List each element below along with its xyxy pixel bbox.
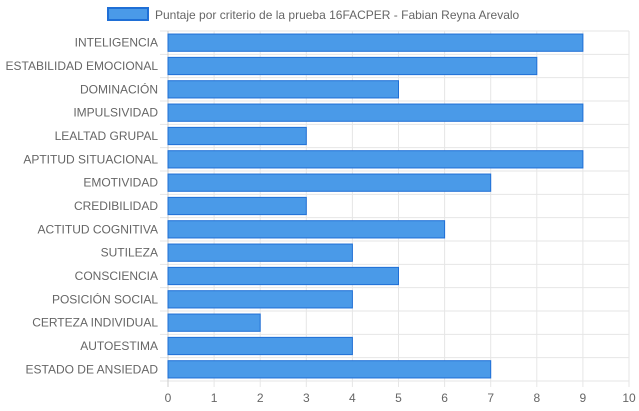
bar-6[interactable] — [167, 173, 492, 192]
legend-label[interactable]: Puntaje por criterio de la prueba 16FACP… — [155, 8, 520, 22]
bar-1[interactable] — [167, 56, 538, 76]
category-label-1: ESTABILIDAD EMOCIONAL — [6, 59, 159, 73]
x-tick-label-5: 5 — [395, 391, 402, 405]
category-label-3: IMPULSIVIDAD — [73, 106, 158, 120]
category-label-14: ESTADO DE ANSIEDAD — [26, 362, 159, 376]
category-label-8: ACTITUD COGNITIVA — [38, 222, 158, 236]
legend-swatch[interactable] — [107, 7, 149, 21]
category-labels: INTELIGENCIA ESTABILIDAD EMOCIONAL DOMINAC… — [6, 36, 159, 377]
category-label-6: EMOTIVIDAD — [83, 176, 158, 190]
category-label-4: LEALTAD GRUPAL — [55, 129, 159, 143]
bar-10[interactable] — [167, 266, 399, 286]
category-label-7: CREDIBILIDAD — [74, 199, 158, 213]
x-tick-label-2: 2 — [257, 391, 264, 405]
x-tick-label-7: 7 — [487, 391, 494, 405]
bar-14[interactable] — [167, 360, 492, 379]
category-label-13: AUTOESTIMA — [80, 339, 158, 353]
x-tick-label-3: 3 — [303, 391, 310, 405]
x-tick-label-0: 0 — [165, 391, 172, 405]
x-tick-label-10: 10 — [622, 391, 636, 405]
bar-2[interactable] — [167, 80, 399, 99]
category-label-0: INTELIGENCIA — [75, 36, 158, 50]
x-tick-labels: 0 1 2 3 4 5 6 7 8 9 10 — [165, 391, 636, 405]
category-label-5: APTITUD SITUACIONAL — [23, 152, 158, 166]
category-label-10: CONSCIENCIA — [75, 269, 158, 283]
category-label-12: CERTEZA INDIVIDUAL — [32, 316, 158, 330]
x-tick-label-1: 1 — [211, 391, 218, 405]
category-label-11: POSICIÓN SOCIAL — [52, 291, 158, 306]
category-label-9: SUTILEZA — [101, 246, 158, 260]
bar-11[interactable] — [167, 290, 353, 309]
bars — [167, 33, 584, 379]
bar-3[interactable] — [167, 103, 584, 122]
legend[interactable]: Puntaje por criterio de la prueba 16FACP… — [107, 7, 520, 22]
x-tick-label-6: 6 — [441, 391, 448, 405]
bar-5[interactable] — [167, 150, 584, 169]
bar-7[interactable] — [167, 196, 307, 216]
x-tick-label-8: 8 — [533, 391, 540, 405]
category-label-2: DOMINACIÓN — [80, 81, 158, 96]
bar-0[interactable] — [167, 33, 584, 52]
bar-13[interactable] — [167, 336, 353, 356]
bar-12[interactable] — [167, 313, 261, 332]
x-tick-label-4: 4 — [349, 391, 356, 405]
x-tick-label-9: 9 — [580, 391, 587, 405]
bar-4[interactable] — [167, 126, 307, 146]
bar-8[interactable] — [167, 220, 446, 239]
bar-9[interactable] — [167, 243, 353, 262]
